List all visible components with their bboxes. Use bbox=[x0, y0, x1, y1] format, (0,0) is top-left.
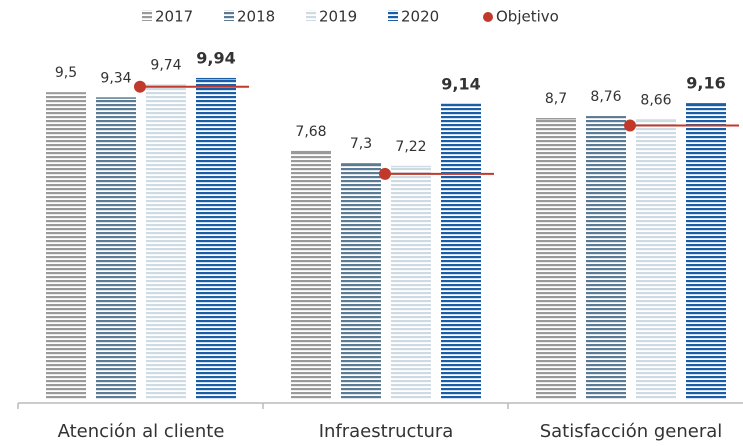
bar bbox=[536, 118, 576, 401]
legend-swatch bbox=[306, 10, 316, 21]
bar-cap bbox=[686, 103, 726, 105]
x-tick-label: Infraestructura bbox=[319, 421, 454, 442]
bar bbox=[391, 166, 431, 400]
bar-cap bbox=[196, 77, 236, 80]
value-label: 8,7 bbox=[545, 91, 567, 107]
bar-cap bbox=[391, 165, 431, 168]
legend-swatch bbox=[388, 10, 398, 21]
bar bbox=[46, 93, 86, 401]
legend-label: Objetivo bbox=[496, 8, 559, 26]
bar bbox=[341, 164, 381, 400]
bar-cap bbox=[341, 163, 381, 165]
value-label: 7,3 bbox=[350, 136, 372, 152]
bar bbox=[686, 104, 726, 400]
legend-label: 2017 bbox=[155, 8, 193, 26]
legend-label: 2019 bbox=[319, 8, 357, 26]
value-label: 9,34 bbox=[100, 70, 131, 86]
bar bbox=[146, 85, 186, 400]
x-tick-label: Satisfacción general bbox=[540, 421, 723, 442]
value-label: 9,5 bbox=[55, 65, 77, 81]
bar bbox=[196, 78, 236, 401]
target-dot bbox=[134, 80, 146, 93]
bar-cap bbox=[586, 116, 626, 118]
value-label: 8,66 bbox=[640, 92, 671, 108]
bar-cap bbox=[441, 103, 481, 106]
legend-label: 2020 bbox=[401, 8, 439, 26]
value-label: 9,14 bbox=[441, 74, 480, 93]
target-dot bbox=[379, 167, 391, 180]
legend-label: 2018 bbox=[237, 8, 275, 26]
bar-cap bbox=[146, 84, 186, 86]
value-label: 9,16 bbox=[686, 74, 725, 93]
bar-cap bbox=[96, 97, 136, 99]
target-dot bbox=[624, 119, 636, 132]
bar bbox=[96, 98, 136, 401]
value-label: 9,74 bbox=[150, 57, 181, 73]
bar bbox=[441, 104, 481, 400]
legend-swatch bbox=[142, 10, 152, 21]
bar-cap bbox=[636, 119, 676, 121]
value-label: 8,76 bbox=[590, 89, 621, 105]
value-label: 7,22 bbox=[395, 139, 426, 155]
bar-cap bbox=[46, 92, 86, 94]
bar bbox=[586, 117, 626, 400]
value-label: 9,94 bbox=[196, 48, 235, 67]
bar bbox=[636, 120, 676, 401]
bar-cap bbox=[291, 150, 331, 153]
x-tick-label: Atención al cliente bbox=[58, 421, 225, 442]
bar bbox=[291, 151, 331, 400]
bar-cap bbox=[536, 117, 576, 120]
legend-swatch bbox=[224, 10, 234, 21]
legend-dot bbox=[483, 12, 493, 22]
value-label: 7,68 bbox=[295, 124, 326, 140]
